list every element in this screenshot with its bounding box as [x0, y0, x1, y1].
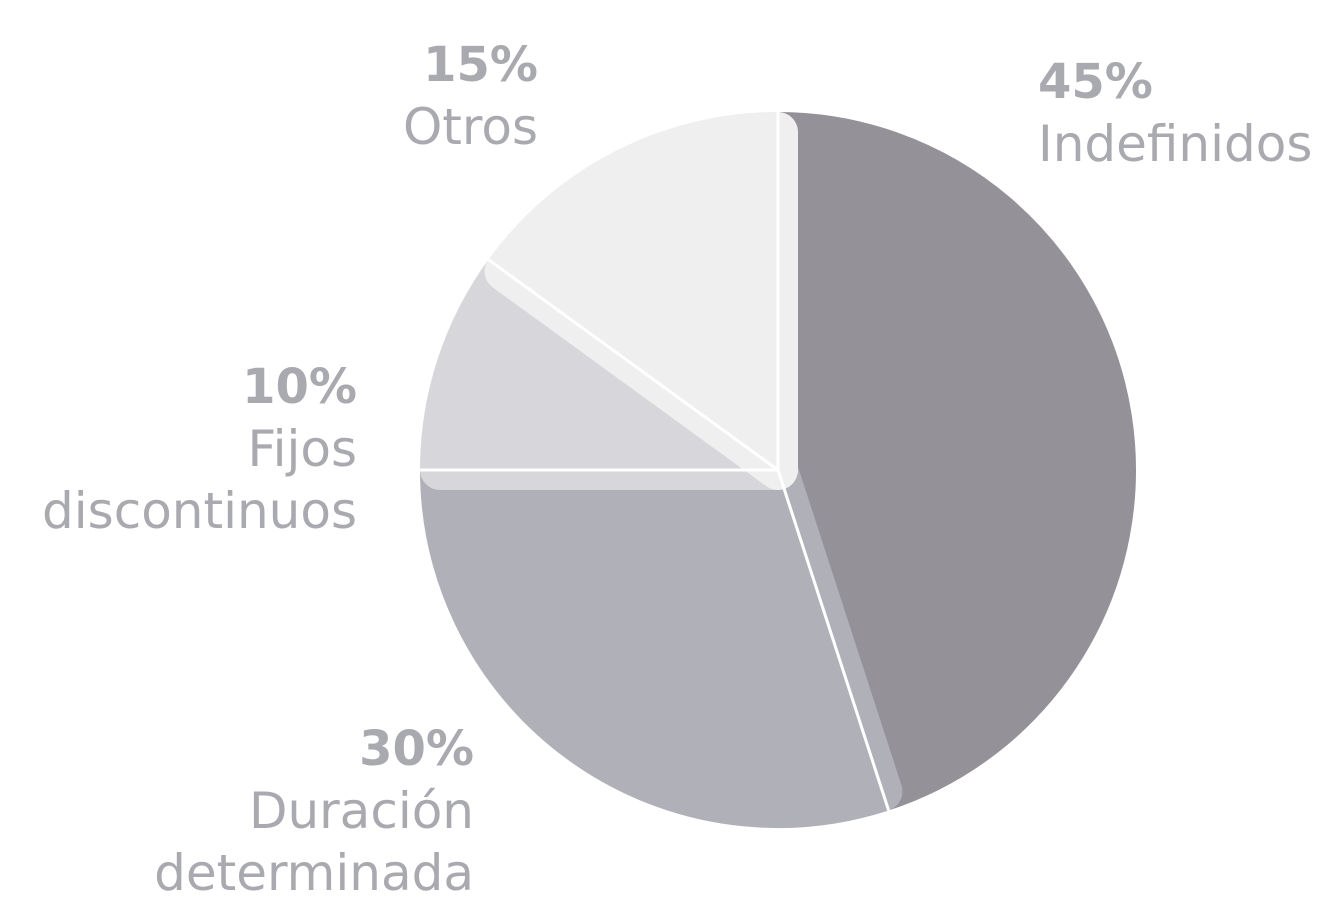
slice-separator	[471, 246, 779, 472]
category-line: Fijos	[247, 420, 357, 478]
category-label: Otros	[403, 98, 538, 156]
category-label: Fijos discontinuos	[42, 420, 357, 540]
category-line: Duración	[249, 782, 474, 840]
value-label: 15%	[423, 37, 538, 93]
category-label: Indefinidos	[1038, 115, 1312, 173]
category-line: Indefinidos	[1038, 115, 1312, 173]
category-label: Duración determinada	[154, 782, 474, 899]
value-label: 45%	[1038, 54, 1153, 110]
category-line: discontinuos	[42, 482, 357, 540]
value-label: 30%	[359, 721, 474, 777]
pie-slice	[484, 112, 798, 490]
pie-slice	[420, 450, 903, 828]
pie-slice	[758, 112, 1136, 812]
slice-separator	[776, 469, 897, 830]
category-line: Otros	[403, 98, 538, 156]
value-label: 10%	[242, 359, 357, 415]
category-line: determinada	[154, 844, 474, 899]
